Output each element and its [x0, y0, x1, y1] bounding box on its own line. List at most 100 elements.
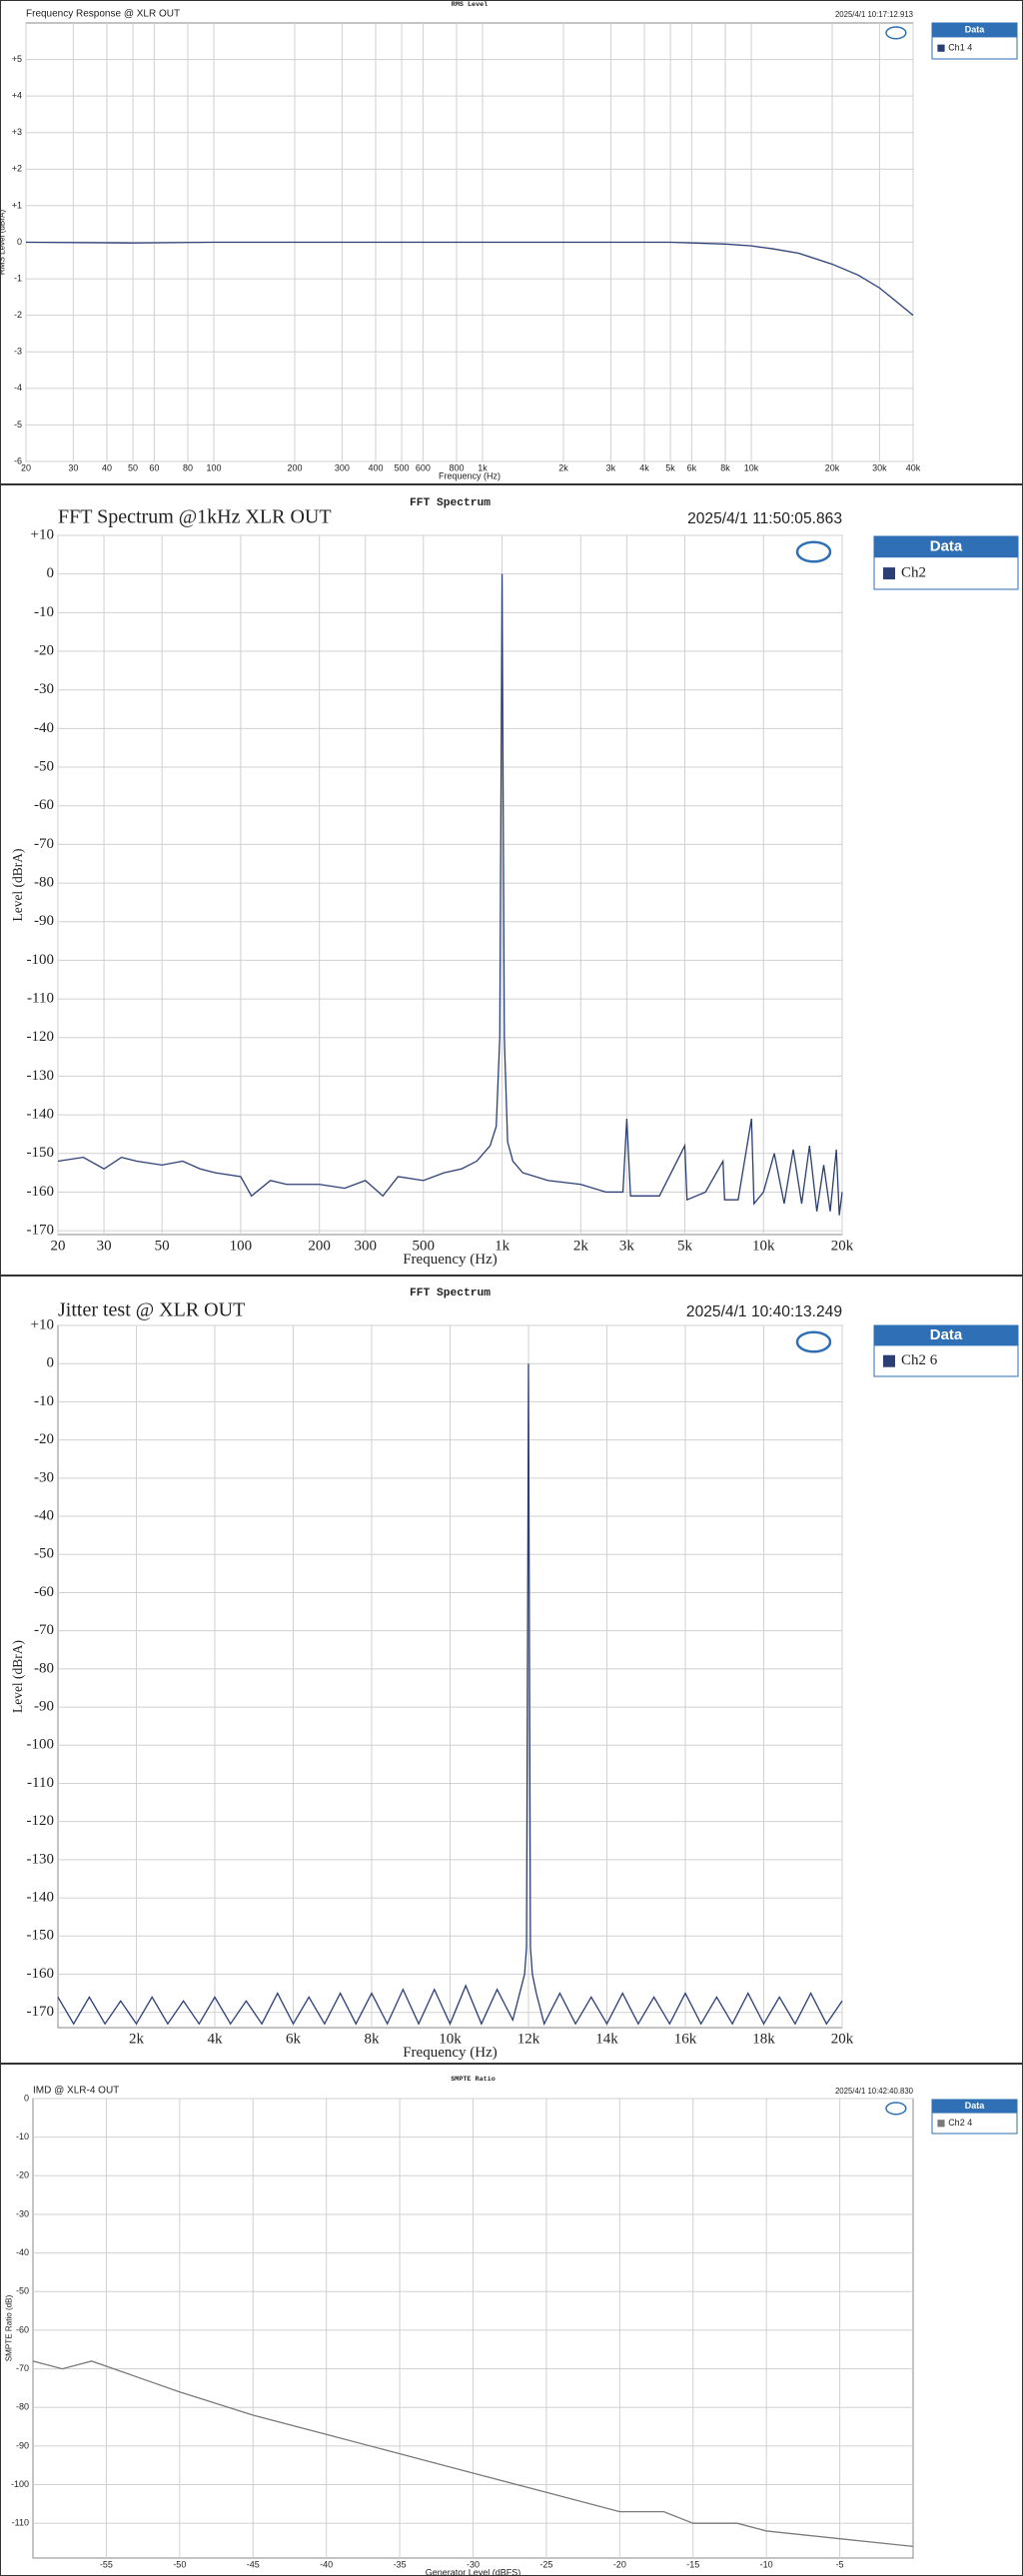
x-tick-label: 10k: [744, 463, 759, 473]
x-tick-label: 6k: [286, 2031, 302, 2047]
y-tick-label: -150: [27, 1928, 55, 1944]
y-tick-label: +10: [31, 1316, 54, 1332]
y-tick-label: +4: [12, 91, 22, 101]
y-tick-label: -20: [34, 1431, 54, 1447]
y-axis-label: RMS Level (dBrA): [0, 210, 7, 276]
x-tick-label: -55: [100, 2560, 113, 2570]
x-tick-label: 6k: [687, 463, 697, 473]
logo: [795, 540, 832, 563]
x-tick-label: 2k: [573, 1238, 589, 1254]
series-line: [57, 573, 843, 1216]
legend-header: [932, 2100, 1017, 2114]
x-tick-label: 200: [287, 463, 302, 473]
legend-title: Data: [965, 2101, 986, 2111]
y-tick-label: -100: [11, 2479, 29, 2489]
y-tick-label: -60: [34, 797, 54, 813]
x-tick-label: 60: [149, 463, 159, 473]
y-tick-label: -140: [27, 1890, 55, 1906]
y-tick-label: -40: [16, 2247, 29, 2257]
x-tick-label: 100: [230, 1238, 253, 1254]
x-axis-label: Frequency (Hz): [403, 1252, 498, 1268]
x-tick-label: 1k: [495, 1238, 511, 1254]
x-tick-label: 18k: [752, 2031, 775, 2047]
y-tick-label: 0: [47, 565, 55, 581]
y-tick-label: -40: [34, 720, 54, 736]
y-tick-label: -50: [34, 758, 54, 774]
y-tick-label: -150: [27, 1145, 55, 1161]
y-tick-label: -80: [34, 875, 54, 891]
series-line: [32, 2360, 914, 2548]
x-tick-label: 8k: [365, 2031, 381, 2047]
x-tick-label: 10k: [752, 1238, 775, 1254]
x-tick-label: 800: [449, 463, 464, 473]
x-tick-label: 40: [102, 463, 112, 473]
chart-title: FFT Spectrum @1kHz XLR OUT: [58, 506, 332, 528]
legend-header: [932, 23, 1017, 38]
y-tick-label: -100: [27, 952, 55, 968]
y-tick-label: -130: [27, 1851, 55, 1867]
y-axis-label: Level (dBrA): [10, 848, 25, 921]
y-tick-label: -2: [14, 310, 22, 320]
x-tick-label: 2k: [129, 2031, 145, 2047]
x-tick-label: 600: [416, 463, 431, 473]
y-tick-label: -1: [14, 273, 22, 283]
y-tick-label: -160: [27, 1966, 55, 1982]
y-tick-label: +1: [12, 200, 22, 210]
y-tick-label: -90: [16, 2440, 29, 2450]
legend-header: [874, 536, 1018, 558]
x-tick-label: 100: [207, 463, 222, 473]
chart-title: Jitter test @ XLR OUT: [58, 1299, 245, 1321]
y-tick-label: 0: [47, 1355, 55, 1371]
timestamp: 2025/4/1 10:40:13.249: [686, 1303, 842, 1320]
y-tick-label: -60: [16, 2324, 29, 2334]
x-tick-label: 2k: [558, 463, 568, 473]
y-tick-label: +5: [12, 54, 22, 64]
chart-header: FFT Spectrum: [410, 497, 491, 509]
legend-swatch: [883, 567, 895, 580]
legend-swatch: [883, 1354, 895, 1367]
x-axis-label: Frequency (Hz): [439, 471, 501, 481]
timestamp: 2025/4/1 11:50:05.863: [687, 510, 842, 527]
y-tick-label: -4: [14, 383, 22, 393]
x-tick-label: 20: [21, 463, 31, 473]
x-tick-label: 8k: [720, 463, 730, 473]
y-tick-label: +3: [12, 127, 22, 137]
chart-header: SMPTE Ratio: [451, 2076, 496, 2084]
x-tick-label: 1k: [478, 463, 488, 473]
y-tick-label: -170: [27, 2004, 55, 2020]
y-tick-label: -110: [27, 1775, 54, 1791]
y-tick-label: -70: [16, 2363, 29, 2373]
y-tick-label: -170: [27, 1223, 55, 1239]
x-tick-label: -25: [539, 2560, 552, 2570]
x-axis-label: Frequency (Hz): [403, 2045, 498, 2061]
x-tick-label: 3k: [619, 1238, 635, 1254]
legend-label: Ch2 4: [948, 2118, 972, 2128]
y-tick-label: -10: [16, 2132, 29, 2142]
x-tick-label: -45: [247, 2560, 260, 2570]
y-tick-label: -60: [34, 1584, 54, 1600]
series-line: [25, 241, 914, 317]
y-tick-label: +10: [31, 526, 54, 542]
y-tick-label: -5: [14, 420, 22, 429]
y-tick-label: -40: [34, 1507, 54, 1523]
x-tick-label: 14k: [595, 2031, 618, 2047]
y-tick-label: -30: [34, 1469, 54, 1485]
timestamp: 2025/4/1 10:17:12.913: [835, 10, 913, 19]
x-tick-label: 30: [97, 1238, 112, 1254]
legend-swatch: [937, 2120, 945, 2128]
x-tick-label: 5k: [677, 1238, 693, 1254]
chart-header: FFT Spectrum: [410, 1288, 491, 1299]
x-tick-label: 500: [395, 463, 410, 473]
x-tick-label: 300: [335, 463, 350, 473]
y-axis-label: SMPTE Ratio (dB): [5, 2294, 14, 2361]
legend-swatch: [937, 44, 945, 52]
x-tick-label: 4k: [208, 2031, 224, 2047]
y-tick-label: +2: [12, 164, 22, 174]
legend-label: Ch1 4: [948, 43, 972, 53]
x-tick-label: -5: [836, 2560, 844, 2570]
x-tick-label: 20k: [831, 2031, 854, 2047]
y-tick-label: -30: [34, 681, 54, 697]
y-tick-label: -10: [34, 1393, 54, 1409]
x-tick-label: -40: [320, 2560, 333, 2570]
